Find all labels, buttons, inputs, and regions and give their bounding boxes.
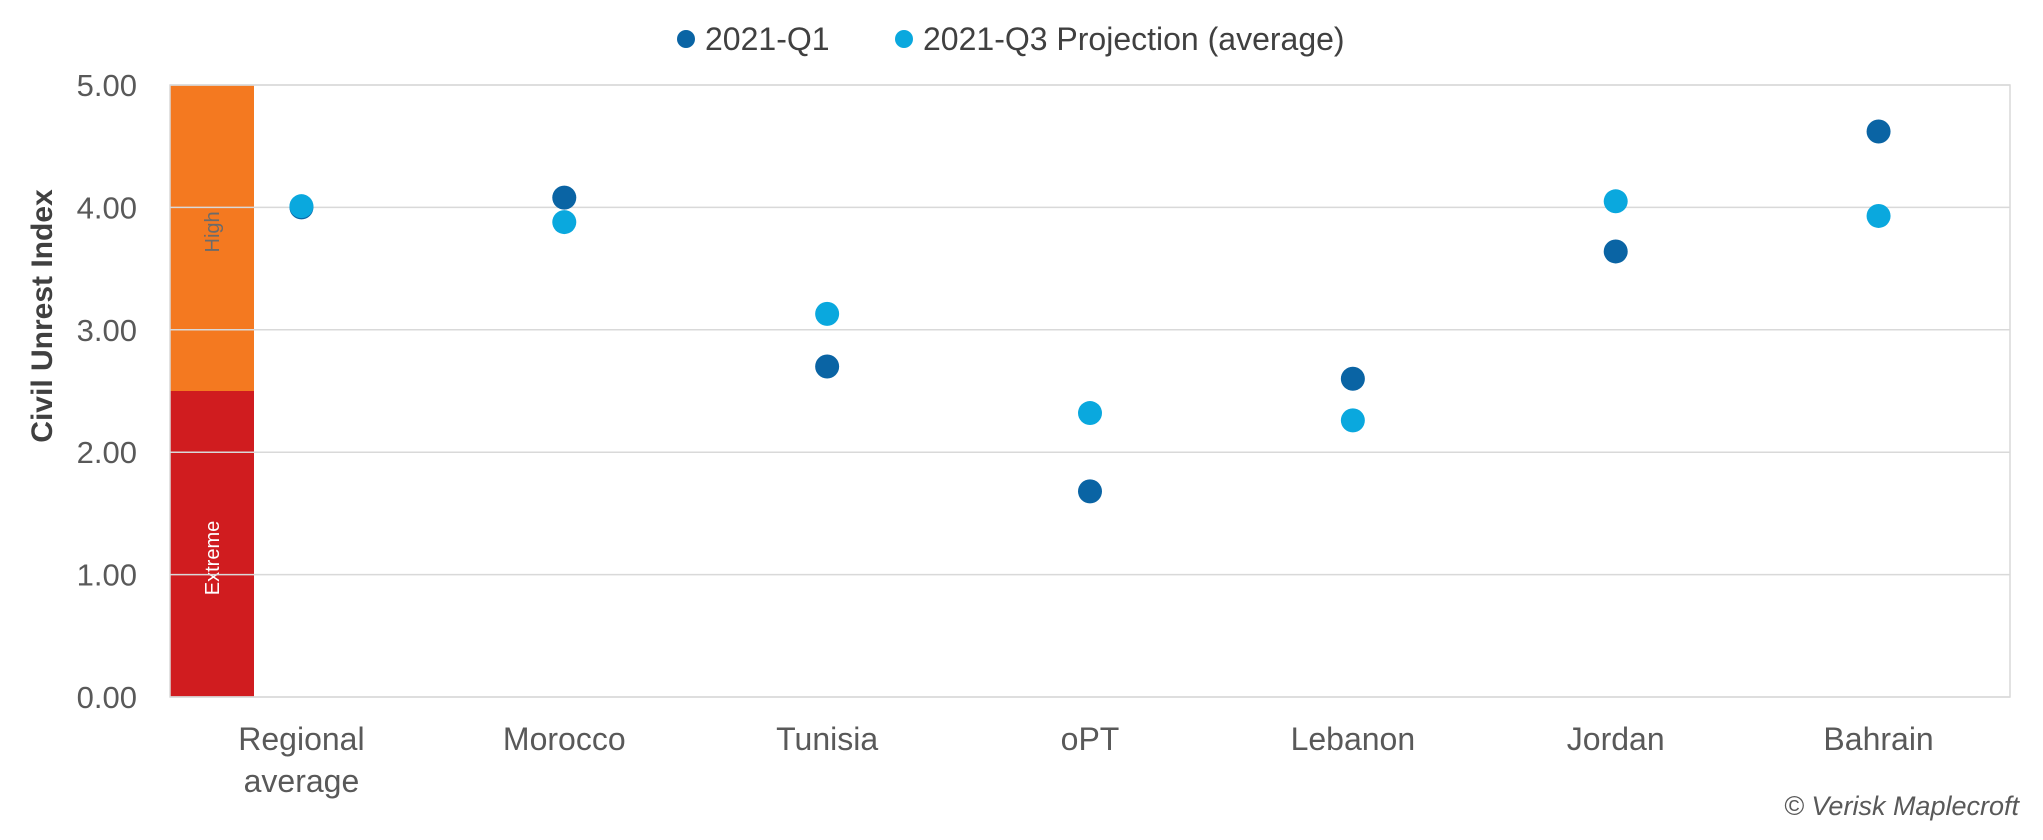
x-category-label-line: Bahrain bbox=[1823, 721, 1933, 757]
x-category-label: oPT bbox=[1061, 721, 1120, 757]
x-category-label-line: Tunisia bbox=[776, 721, 878, 757]
legend: 2021-Q1 2021-Q3 Projection (average) bbox=[677, 21, 1345, 57]
point-q1 bbox=[1866, 119, 1891, 144]
legend-marker bbox=[677, 30, 695, 48]
y-tick-label: 2.00 bbox=[77, 435, 137, 470]
risk-band-label: Extreme bbox=[202, 521, 224, 595]
risk-band-extreme bbox=[170, 391, 254, 697]
plot-area-border bbox=[169, 84, 2011, 698]
x-category-label-line: Morocco bbox=[503, 721, 626, 757]
legend-label: 2021-Q1 bbox=[705, 21, 830, 57]
x-category-label: Bahrain bbox=[1823, 721, 1933, 757]
point-q3-projection bbox=[1866, 203, 1891, 228]
x-category-label: Jordan bbox=[1567, 721, 1665, 757]
x-category-label-line: Regional bbox=[238, 721, 364, 757]
data-points bbox=[289, 119, 1891, 504]
x-category-label-line: Jordan bbox=[1567, 721, 1665, 757]
x-category-label: Morocco bbox=[503, 721, 626, 757]
legend-label: 2021-Q3 Projection (average) bbox=[923, 21, 1345, 57]
x-category-label: Tunisia bbox=[776, 721, 878, 757]
y-tick-label: 1.00 bbox=[77, 558, 137, 593]
y-axis-label: Civil Unrest Index bbox=[26, 189, 59, 443]
point-q1 bbox=[815, 354, 840, 379]
x-axis-categories: Regional average Morocco Tunisia oPT Lebanon J… bbox=[238, 721, 1933, 799]
copyright-notice: © Verisk Maplecroft bbox=[1784, 791, 2019, 821]
point-q1 bbox=[1603, 239, 1628, 264]
point-q3-projection bbox=[1340, 408, 1365, 433]
gridlines bbox=[169, 84, 2011, 698]
x-category-label: Lebanon bbox=[1291, 721, 1416, 757]
point-q3-projection bbox=[1603, 189, 1628, 214]
y-tick-label: 3.00 bbox=[77, 313, 137, 348]
y-tick-label: 4.00 bbox=[77, 190, 137, 225]
x-category-label-line: Lebanon bbox=[1291, 721, 1416, 757]
risk-band-label: High bbox=[202, 211, 224, 252]
legend-marker bbox=[895, 30, 913, 48]
x-category-label-line: oPT bbox=[1061, 721, 1120, 757]
point-q1 bbox=[1340, 366, 1365, 391]
point-q3-projection bbox=[289, 194, 314, 219]
risk-bands: Extreme High bbox=[170, 85, 254, 697]
risk-band-high bbox=[170, 85, 254, 391]
x-category-label: Regional average bbox=[238, 721, 364, 799]
y-tick-label: 0.00 bbox=[77, 680, 137, 715]
y-tick-label: 5.00 bbox=[77, 68, 137, 103]
point-q3-projection bbox=[552, 210, 577, 235]
point-q3-projection bbox=[1078, 401, 1102, 426]
point-q1 bbox=[552, 185, 577, 210]
point-q3-projection bbox=[815, 301, 840, 326]
y-axis-ticks: 0.00 1.00 2.00 3.00 4.00 5.00 bbox=[77, 68, 137, 715]
point-q1 bbox=[1078, 479, 1102, 504]
x-category-label-line: average bbox=[244, 763, 360, 799]
